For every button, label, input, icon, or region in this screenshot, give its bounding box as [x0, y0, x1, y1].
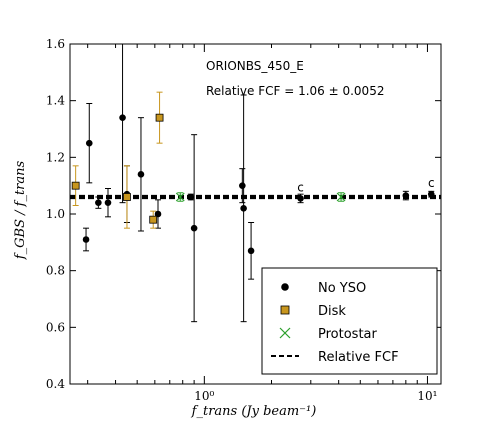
y-tick-label: 1.6: [46, 37, 65, 51]
legend-circle-marker: [281, 283, 289, 291]
no-yso-point: [427, 190, 435, 198]
legend-entry: Protostar: [279, 327, 378, 342]
no-yso-point: [187, 193, 195, 201]
no-yso-point: [297, 195, 304, 202]
x-tick-label: 10⁰: [194, 389, 214, 403]
no-yso-point: [95, 199, 102, 206]
no-yso-point: [190, 224, 198, 232]
no-yso-point: [240, 205, 247, 212]
region-annotation: ORIONBS_450_E: [206, 59, 304, 73]
y-tick-label: 0.8: [46, 264, 65, 278]
no-yso-point: [85, 139, 93, 147]
disk-point: [155, 113, 164, 122]
legend-label: Disk: [318, 304, 346, 319]
no-yso-point: [239, 182, 246, 189]
no-yso-point: [247, 247, 255, 255]
disk-point: [123, 193, 131, 201]
no-yso-point: [402, 192, 410, 199]
axis-tick-labels: 0.4 0.6 0.8 1.0 1.2 1.4 1.6 10⁰ 10¹: [46, 37, 438, 403]
y-tick-label: 1.2: [46, 150, 65, 164]
x-tick-label: 10¹: [417, 389, 437, 403]
legend-label: Protostar: [318, 327, 378, 342]
errbar: [119, 44, 126, 204]
disk-point: [149, 215, 158, 224]
protostar-point: [336, 192, 346, 202]
y-tick-label: 0.6: [46, 320, 65, 334]
fcf-annotation: Relative FCF = 1.06 ± 0.0052: [206, 84, 384, 98]
data-points: [71, 113, 435, 255]
no-yso-point: [119, 114, 126, 121]
y-tick-label: 1.4: [46, 94, 65, 108]
y-tick-label: 1.0: [46, 207, 65, 221]
legend-entry: No YSO: [281, 281, 366, 296]
legend-square-marker: [280, 305, 290, 315]
y-axis-label: f_GBS / f_trans: [13, 161, 28, 261]
point-label: c: [297, 180, 304, 194]
legend-label: No YSO: [318, 281, 366, 296]
protostar-point: [175, 192, 185, 202]
legend: No YSO Disk Protostar Relative FCF: [261, 267, 438, 375]
no-yso-point: [137, 171, 145, 178]
y-tick-label: 0.4: [46, 377, 65, 391]
legend-entry: Relative FCF: [271, 350, 399, 365]
relative-fcf-band: [70, 194, 441, 200]
point-label: c: [428, 176, 435, 190]
x-axis-label: f_trans (Jy beam⁻¹): [191, 404, 317, 419]
legend-label: Relative FCF: [318, 350, 399, 365]
legend-entry: Disk: [280, 304, 346, 319]
axis-ticks: [70, 43, 441, 385]
no-yso-point: [154, 210, 162, 218]
disk-point: [71, 181, 80, 190]
no-yso-point: [82, 236, 90, 243]
no-yso-point: [104, 199, 112, 206]
